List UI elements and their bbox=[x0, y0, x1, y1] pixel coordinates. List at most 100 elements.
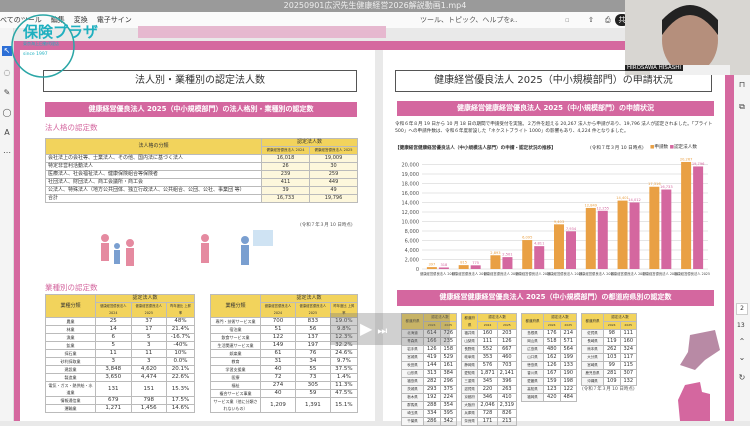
legend-label: 申請数 bbox=[654, 145, 669, 150]
page-number-input[interactable]: 2 bbox=[736, 303, 748, 315]
table-cell: 認定法人数 bbox=[260, 294, 358, 303]
table-cell: 長崎県 bbox=[581, 337, 604, 346]
logo-since: since 1997 bbox=[23, 52, 48, 57]
table-header-row: 業種分類 認定法人数 bbox=[210, 294, 358, 318]
table-cell: 合計 bbox=[45, 194, 262, 203]
table-cell: 16,733 bbox=[261, 194, 310, 203]
data-label: 14,401 bbox=[616, 196, 629, 200]
table-cell: 47.5% bbox=[329, 389, 359, 398]
table-cell: 40 bbox=[260, 389, 296, 398]
table-cell: 会社法上の会社等、士業法人、その他、国内法に基づく法人 bbox=[45, 154, 262, 163]
table-cell: 37.5% bbox=[329, 365, 359, 374]
table-cell: 1,271 bbox=[95, 404, 132, 413]
table-row: 岩手県 126 158 bbox=[401, 345, 457, 354]
page-heading: 法人別・業種別の認定法人数 bbox=[43, 70, 357, 92]
table-cell: 158 bbox=[439, 345, 457, 354]
play-icon[interactable]: ▶ bbox=[360, 319, 373, 338]
table-cell: 宿泊業 bbox=[210, 325, 261, 334]
table-row: 長野県 552 667 bbox=[460, 345, 518, 354]
table-cell: 生活関連サービス業 bbox=[210, 341, 261, 350]
table-cell: 都道府県 bbox=[581, 313, 604, 330]
bar-applications bbox=[649, 186, 660, 269]
table-cell: 22.6% bbox=[166, 373, 195, 382]
table-cell: 認定法人数 bbox=[543, 313, 577, 322]
more-icon[interactable]: ⋯ bbox=[3, 148, 11, 157]
table-cell: 700 bbox=[260, 317, 296, 326]
table-cell: 281 bbox=[603, 369, 621, 378]
bar-certified bbox=[661, 189, 672, 269]
table-cell: 2025 bbox=[559, 321, 577, 330]
table-cell: 162 bbox=[543, 353, 561, 362]
table-row: 合計 16,733 19,796 bbox=[45, 194, 358, 203]
table-cell: 山梨県 bbox=[460, 337, 479, 346]
y-tick-label: 20,000 bbox=[402, 162, 420, 168]
table-cell: 411 bbox=[261, 178, 310, 187]
menu-item[interactable]: 変換 bbox=[73, 16, 88, 24]
table-row: 茨城県 293 375 bbox=[401, 385, 457, 394]
table-cell: 林業 bbox=[45, 325, 96, 334]
table-cell: 346 bbox=[477, 393, 498, 402]
comment-tool-icon[interactable]: ◌ bbox=[3, 68, 11, 77]
table-cell: 健康経営優良法人 2025 bbox=[309, 146, 358, 155]
x-tick-label: 健康経営優良法人 2025 bbox=[674, 271, 710, 276]
rotate-icon[interactable]: ↻ bbox=[738, 373, 746, 382]
data-label: 6,095 bbox=[522, 236, 532, 240]
table-cell: 313 bbox=[423, 369, 441, 378]
table-cell: 4,474 bbox=[130, 373, 168, 382]
table-cell: 3 bbox=[95, 357, 132, 366]
table-cell: 126 bbox=[543, 361, 561, 370]
skip-forward-icon[interactable]: ⏭ bbox=[377, 324, 388, 337]
copy-icon[interactable]: ⧉ bbox=[739, 102, 745, 111]
bar-certified bbox=[566, 231, 576, 269]
video-controls[interactable]: ▶ ⏭ bbox=[330, 313, 450, 345]
table-row: 福井県 160 203 bbox=[460, 329, 518, 338]
table-row: 京都府 346 410 bbox=[460, 393, 518, 402]
table-cell: 571 bbox=[559, 337, 577, 346]
bookmark-icon[interactable]: ⊓ bbox=[738, 80, 746, 89]
print-icon[interactable]: ⎙ bbox=[605, 16, 611, 24]
menu-item[interactable]: 編集 bbox=[50, 16, 65, 24]
table-header-row: 業種分類 認定法人数 bbox=[45, 294, 195, 318]
table-cell: 福井県 bbox=[460, 329, 479, 338]
table-row: 熊本県 262 324 bbox=[581, 345, 637, 354]
save-icon[interactable]: ▫ bbox=[565, 16, 570, 24]
upload-icon[interactable]: ⇧ bbox=[588, 16, 594, 24]
prefecture-table: 都道府県 認定法人数 2024 2025 佐賀県 98 111 長崎県 119 160 熊本県 262… bbox=[581, 313, 637, 386]
table-row: 徳島県 126 133 bbox=[521, 361, 577, 370]
table-cell: 栃木県 bbox=[401, 393, 424, 402]
table-cell: 岡山県 bbox=[521, 337, 544, 346]
table-cell: 17 bbox=[130, 325, 168, 334]
table-row: 香川県 167 190 bbox=[521, 369, 577, 378]
table-cell: 480 bbox=[543, 345, 561, 354]
cursor-tool-icon[interactable]: ↖ bbox=[2, 46, 12, 56]
page-down-icon[interactable]: ⌄ bbox=[738, 353, 746, 362]
table-cell: 220 bbox=[477, 385, 498, 394]
table-cell: 健康経営優良法人 2024 bbox=[261, 146, 310, 155]
table-cell: 126 bbox=[423, 345, 441, 354]
bar-certified bbox=[502, 257, 513, 269]
table-cell: 214 bbox=[559, 329, 577, 338]
table-cell: 111 bbox=[477, 337, 498, 346]
search-icon[interactable]: ⌕ bbox=[510, 16, 514, 24]
data-label: 4,811 bbox=[534, 242, 544, 246]
page-border bbox=[14, 41, 20, 421]
page-up-icon[interactable]: ⌃ bbox=[738, 337, 746, 346]
table-cell: 288 bbox=[423, 401, 441, 410]
menu-item[interactable]: 電子サイン bbox=[96, 16, 132, 24]
menu-item[interactable]: べてのツール bbox=[0, 16, 42, 24]
data-label: 318 bbox=[440, 263, 448, 267]
search-input[interactable]: ツール、トピック、ヘルプを… bbox=[420, 16, 518, 24]
table-row: 医療法人、社会福祉法人、健康保険組合等保険者 239 259 bbox=[45, 170, 358, 179]
table-cell: 59 bbox=[294, 389, 331, 398]
table-cell: 833 bbox=[294, 317, 331, 326]
table-cell: 岐阜県 bbox=[460, 353, 479, 362]
text-tool-icon[interactable]: A bbox=[4, 128, 10, 137]
table-cell: 396 bbox=[496, 377, 518, 386]
table-cell: 76 bbox=[294, 349, 331, 358]
table-cell: 131 bbox=[95, 381, 132, 397]
table-cell: 16,018 bbox=[261, 154, 310, 163]
table-cell: 24.6% bbox=[329, 349, 359, 358]
pen-tool-icon[interactable]: ✎ bbox=[3, 88, 11, 97]
shape-tool-icon[interactable]: ◯ bbox=[2, 108, 12, 117]
y-tick-label: 16,000 bbox=[402, 191, 420, 197]
